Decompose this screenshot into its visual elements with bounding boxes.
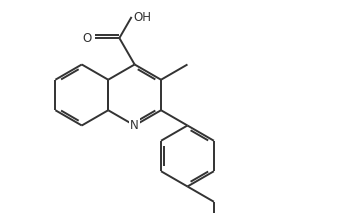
Text: OH: OH: [133, 11, 152, 24]
Text: N: N: [130, 119, 139, 132]
Text: O: O: [82, 31, 91, 45]
